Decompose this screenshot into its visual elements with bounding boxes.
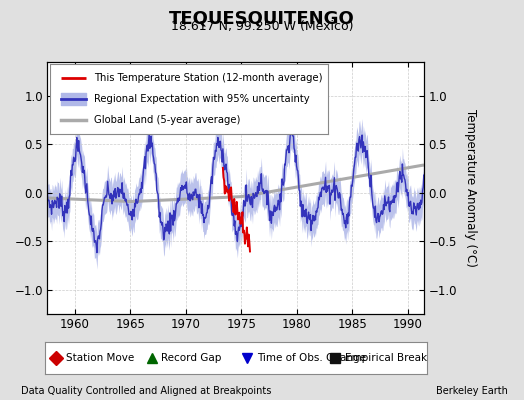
Text: Station Move: Station Move	[66, 353, 134, 363]
Text: Empirical Break: Empirical Break	[345, 353, 427, 363]
Y-axis label: Temperature Anomaly (°C): Temperature Anomaly (°C)	[464, 109, 477, 267]
Text: Berkeley Earth: Berkeley Earth	[436, 386, 508, 396]
Text: 18.617 N, 99.250 W (Mexico): 18.617 N, 99.250 W (Mexico)	[171, 20, 353, 33]
Text: Global Land (5-year average): Global Land (5-year average)	[94, 115, 241, 125]
Text: Record Gap: Record Gap	[161, 353, 222, 363]
Text: This Temperature Station (12-month average): This Temperature Station (12-month avera…	[94, 73, 323, 83]
Text: Data Quality Controlled and Aligned at Breakpoints: Data Quality Controlled and Aligned at B…	[21, 386, 271, 396]
Text: TEQUESQUITENGO: TEQUESQUITENGO	[169, 10, 355, 28]
Text: Regional Expectation with 95% uncertainty: Regional Expectation with 95% uncertaint…	[94, 94, 310, 104]
Text: Time of Obs. Change: Time of Obs. Change	[257, 353, 366, 363]
